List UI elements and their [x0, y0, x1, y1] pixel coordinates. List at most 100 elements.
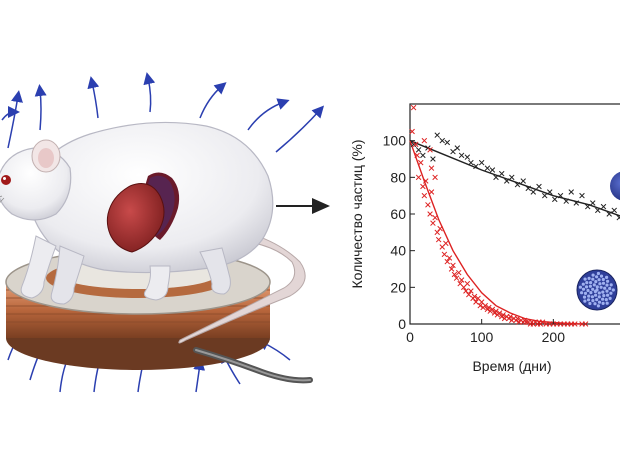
y-axis-label: Количество частиц (%)	[349, 139, 365, 288]
data-point	[600, 203, 607, 210]
data-point	[415, 147, 422, 153]
data-point	[417, 159, 424, 166]
cluster-dot	[601, 297, 605, 301]
data-point	[568, 189, 575, 195]
data-point	[525, 185, 532, 192]
y-tick-label: 100	[383, 133, 407, 149]
cluster-dot	[601, 290, 605, 294]
data-point	[441, 251, 448, 258]
cluster-dot	[587, 294, 591, 298]
cluster-dot	[596, 271, 601, 276]
cluster-dot	[594, 293, 598, 297]
cluster-dot	[601, 301, 605, 305]
data-point	[595, 207, 601, 214]
y-tick-label: 60	[390, 206, 406, 222]
data-point	[514, 181, 521, 188]
data-point	[563, 198, 569, 204]
cluster-dot	[595, 275, 599, 279]
data-point	[454, 145, 461, 151]
data-point	[435, 236, 442, 243]
data-point	[572, 321, 578, 327]
data-point	[546, 189, 553, 195]
data-point	[430, 220, 436, 226]
data-point	[448, 266, 455, 272]
data-point	[482, 302, 489, 309]
data-point	[507, 313, 514, 320]
data-point	[471, 293, 478, 300]
cluster-dot	[586, 288, 590, 293]
data-point	[428, 165, 435, 171]
cluster-dot	[584, 285, 589, 289]
cluster-dot	[592, 283, 596, 287]
cluster-dot	[597, 291, 601, 295]
cluster-dot	[608, 296, 612, 300]
cluster-dot	[608, 286, 612, 291]
data-point	[428, 189, 435, 195]
data-point	[539, 319, 546, 325]
data-point	[530, 189, 537, 195]
data-point	[410, 141, 417, 148]
cluster-dot	[595, 285, 599, 289]
cluster-dot	[587, 276, 591, 280]
data-point	[444, 258, 451, 265]
fit-line-1	[409, 140, 583, 325]
data-point	[420, 152, 426, 159]
data-point	[443, 240, 449, 247]
cluster-dot	[593, 289, 598, 294]
data-point	[458, 277, 465, 283]
cluster-dot	[605, 283, 609, 287]
x-axis-label: Время (дни)	[472, 358, 551, 374]
coil-icon	[5, 249, 313, 384]
data-point	[573, 200, 580, 206]
cluster-dot	[589, 281, 593, 285]
cluster-dot	[582, 295, 587, 299]
data-point	[451, 271, 458, 278]
cluster-dot	[581, 282, 585, 286]
cluster-dot	[599, 285, 603, 289]
data-point	[432, 174, 438, 181]
cluster-nanoparticle-icon	[576, 269, 618, 311]
data-point	[484, 165, 491, 171]
cluster-dot	[605, 289, 609, 293]
cluster-dot	[583, 291, 588, 295]
data-point	[421, 192, 428, 199]
data-point	[584, 203, 591, 210]
cluster-dot	[597, 295, 601, 299]
cluster-dot	[603, 286, 607, 290]
data-point	[496, 310, 503, 316]
data-point	[458, 152, 465, 159]
cluster-dot	[594, 280, 598, 284]
data-point	[536, 183, 542, 190]
data-point	[582, 321, 589, 327]
data-point	[410, 104, 417, 111]
cluster-dot	[605, 275, 609, 279]
data-point	[468, 159, 474, 166]
cluster-dot	[593, 302, 597, 306]
cluster-dot	[609, 291, 613, 295]
data-point	[463, 288, 469, 294]
cluster-dot	[583, 299, 587, 303]
cluster-dot	[597, 278, 601, 282]
data-point	[468, 288, 474, 294]
cluster-dot	[578, 285, 583, 289]
data-point	[589, 200, 596, 206]
cluster-dot	[591, 273, 595, 277]
data-point	[478, 159, 485, 166]
cluster-dot	[591, 277, 595, 281]
data-point	[453, 275, 460, 281]
cluster-dot	[591, 299, 595, 303]
cluster-dot	[581, 287, 586, 291]
cluster-dot	[595, 298, 599, 302]
decay-chart: 0 20 40 60 80 100 0 100 200 Количество частиц (%…	[349, 103, 620, 374]
data-point	[412, 141, 419, 148]
axis-ticks: 0 20 40 60 80 100 0 100 200	[383, 133, 566, 345]
data-point	[434, 229, 440, 236]
data-point	[421, 137, 428, 144]
cluster-dot	[583, 277, 587, 281]
data-point	[444, 139, 451, 146]
cluster-dot	[606, 279, 610, 283]
illustration	[0, 72, 325, 393]
data-point	[439, 137, 446, 144]
cluster-dot	[585, 281, 589, 285]
